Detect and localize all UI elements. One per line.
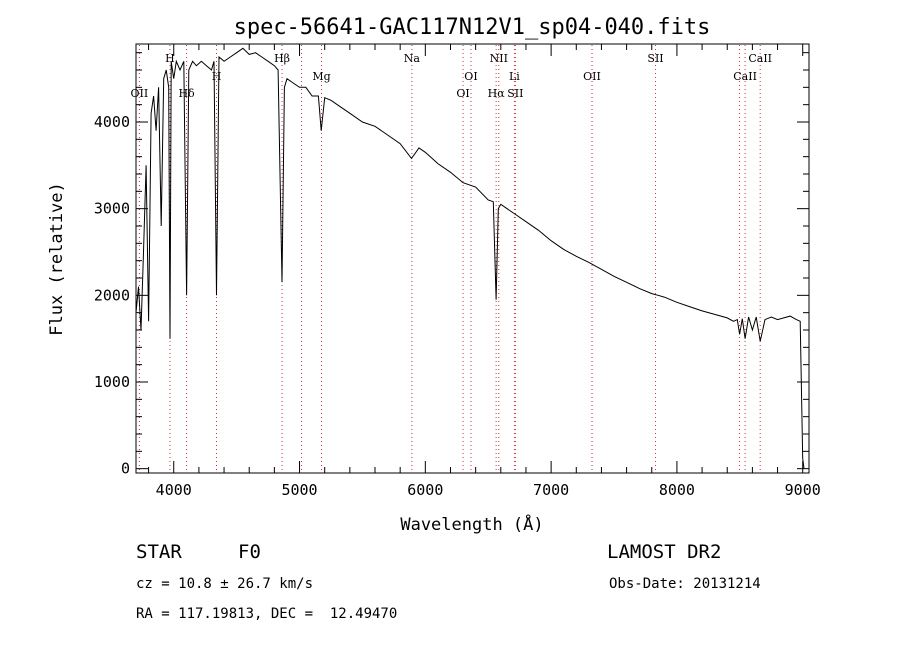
line-label: Hα (488, 87, 506, 100)
line-markers (138, 45, 761, 472)
survey-name: LAMOST DR2 (607, 541, 722, 563)
x-axis-label: Wavelength (Å) (400, 513, 543, 535)
line-label: OI (456, 87, 469, 100)
object-subclass: F0 (238, 541, 261, 563)
line-label: SII (507, 87, 523, 100)
line-label: CaII (733, 70, 757, 83)
y-tick-label: 4000 (94, 113, 130, 131)
line-label: Na (404, 52, 421, 65)
line-label: Mg (312, 70, 330, 83)
coordinates: RA = 117.19813, DEC = 12.49470 (136, 606, 398, 622)
redshift-info: cz = 10.8 ± 26.7 km/s (136, 576, 314, 592)
axis-ticks: 4000 5000 6000 7000 8000 9000 0 1000 2000 3000 400… (94, 44, 821, 499)
y-axis-label: Flux (relative) (47, 182, 67, 336)
line-label: H (165, 52, 175, 65)
spectrum-line (135, 47, 805, 469)
line-label: Hβ (274, 52, 290, 65)
line-label: H (212, 70, 222, 83)
line-label: Hδ (178, 87, 195, 100)
y-tick-label: 0 (121, 460, 130, 478)
x-tick-label: 9000 (785, 481, 821, 499)
line-label: OI (464, 70, 477, 83)
plot-frame (135, 43, 810, 474)
line-label: Li (509, 70, 520, 83)
spectrum-layer (135, 47, 805, 469)
obs-date: Obs-Date: 20131214 (609, 576, 761, 592)
x-tick-label: 5000 (281, 481, 317, 499)
line-label: NII (490, 52, 508, 65)
x-tick-label: 7000 (533, 481, 569, 499)
line-label: SII (647, 52, 663, 65)
x-tick-label: 4000 (156, 481, 192, 499)
x-tick-label: 6000 (407, 481, 443, 499)
chart-title: spec-56641-GAC117N12V1_sp04-040.fits (234, 15, 711, 40)
y-tick-label: 3000 (94, 200, 130, 218)
x-tick-label: 8000 (659, 481, 695, 499)
y-tick-label: 1000 (94, 373, 130, 391)
y-tick-label: 2000 (94, 286, 130, 304)
object-class: STAR (136, 541, 182, 563)
line-label: OII (131, 87, 149, 100)
line-label: OII (583, 70, 601, 83)
line-label: CaII (748, 52, 772, 65)
